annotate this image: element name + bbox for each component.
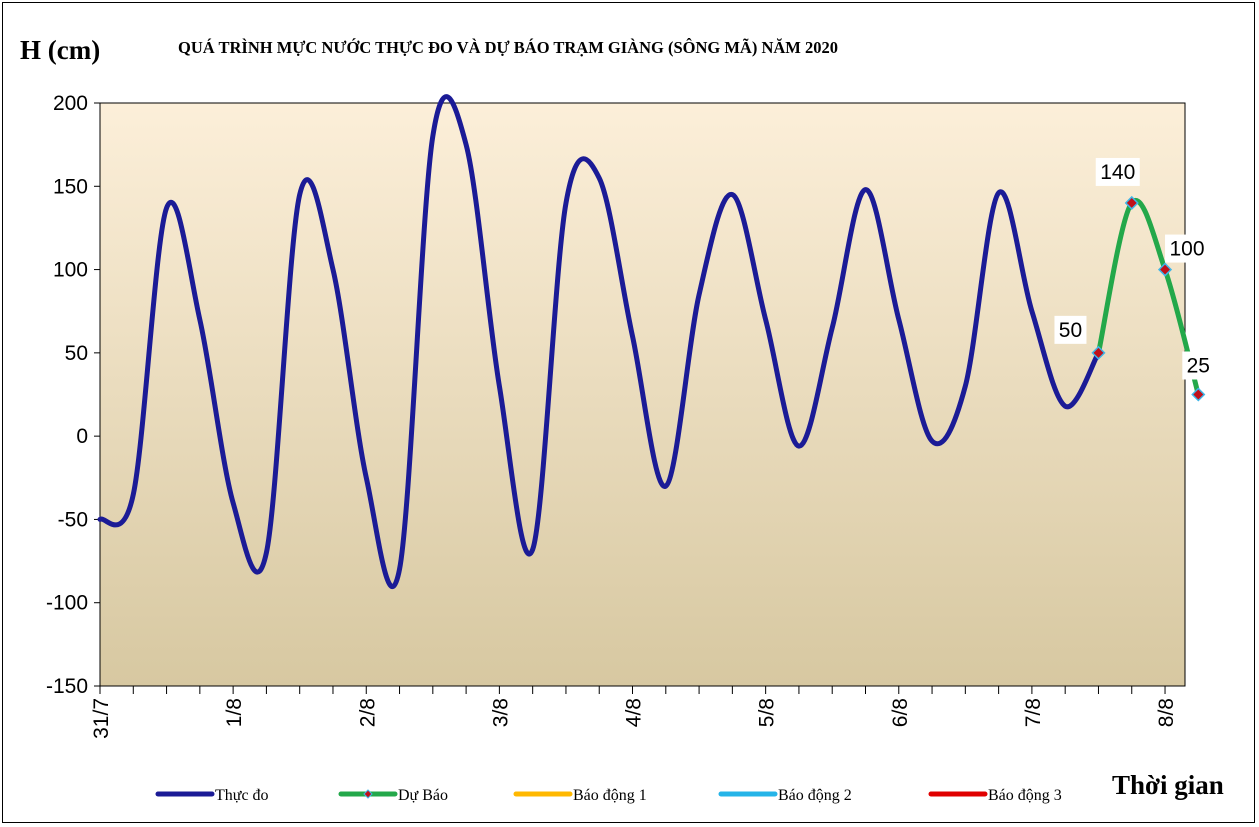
series-layer	[97, 94, 1201, 590]
legend-label: Báo động 3	[988, 787, 1062, 804]
marker-layer: 50 140 100 25	[1054, 157, 1215, 402]
x-tick-label: 8/8	[1155, 698, 1178, 727]
y-axis-label: H (cm)	[20, 35, 100, 65]
y-axis: -150 -100 -50 0 50 100 150 200	[46, 92, 101, 698]
data-label: 50	[1059, 319, 1082, 342]
series-line-du-bao	[1096, 198, 1201, 397]
series-line-thuc-do	[97, 94, 1101, 590]
y-tick-label: -50	[58, 508, 88, 531]
y-tick-label: 0	[76, 425, 88, 448]
x-axis: 31/7 1/8 2/8 3/8 4/8 5/8 6/8 7/8 8/8	[90, 685, 1185, 739]
y-tick-label: 100	[53, 259, 88, 282]
legend-label: Thực đo	[215, 787, 269, 804]
y-tick-label: -100	[46, 592, 88, 615]
forecast-point-marker	[1124, 195, 1139, 211]
x-tick-label: 31/7	[90, 698, 113, 739]
y-tick-label: 50	[65, 342, 88, 365]
data-label-bg	[1182, 351, 1215, 380]
forecast-point-marker	[1157, 262, 1173, 277]
data-label: 25	[1187, 355, 1210, 378]
x-tick-label: 6/8	[889, 698, 912, 727]
data-label-bg	[1095, 157, 1140, 186]
data-label: 140	[1100, 161, 1135, 184]
forecast-point-marker	[1191, 387, 1206, 402]
water-level-chart: H (cm) QUÁ TRÌNH MỰC NƯỚC THỰC ĐO VÀ DỰ …	[20, 35, 1224, 804]
data-label-bg	[1054, 315, 1087, 344]
chart-title: QUÁ TRÌNH MỰC NƯỚC THỰC ĐO VÀ DỰ BÁO TRẠ…	[178, 38, 838, 57]
legend-label: Báo động 1	[573, 787, 647, 804]
legend-label: Dự Báo	[398, 787, 448, 804]
data-label-bg	[1165, 234, 1210, 263]
x-tick-label: 1/8	[223, 698, 246, 727]
legend-marker	[363, 789, 373, 799]
x-axis-label: Thời gian	[1112, 770, 1224, 800]
y-tick-label: 200	[53, 92, 88, 115]
x-tick-label: 5/8	[756, 698, 779, 727]
forecast-point-marker	[1091, 345, 1106, 360]
y-tick-label: -150	[46, 675, 88, 698]
x-tick-label: 3/8	[489, 698, 512, 727]
legend-label: Báo động 2	[778, 787, 852, 804]
y-tick-label: 150	[53, 175, 88, 198]
x-tick-label: 7/8	[1022, 698, 1045, 727]
x-tick-label: 4/8	[623, 698, 646, 727]
data-label: 100	[1170, 238, 1205, 261]
legend: Thực đo Dự Báo Báo động 1 Báo động 2 Báo độn…	[155, 787, 1062, 804]
x-tick-label: 2/8	[356, 698, 379, 727]
